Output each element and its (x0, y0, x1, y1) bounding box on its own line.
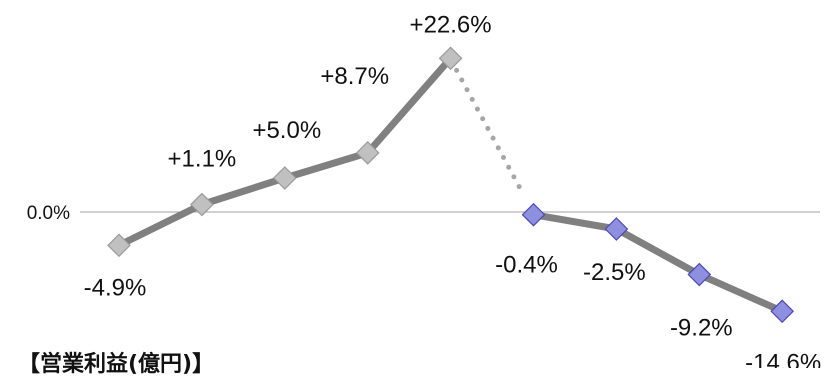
data-label-9: -14.6% (745, 349, 821, 368)
data-label-3: +5.0% (252, 117, 321, 144)
series-2-marker-9 (770, 299, 795, 324)
series-1-marker-2 (190, 192, 214, 217)
series-1-marker-1 (107, 233, 131, 258)
series-1-marker-4 (355, 140, 380, 165)
top-clipped-text (0, 0, 827, 8)
bottom-section-title: 【営業利益(億円)】 (18, 352, 215, 377)
connector-dotted-line (454, 67, 526, 198)
data-label-1: -4.9% (84, 274, 147, 301)
data-label-8: -9.2% (670, 315, 733, 342)
data-label-7: -2.5% (583, 259, 646, 286)
series-2-marker-7 (604, 217, 629, 241)
baseline-label: 0.0% (27, 203, 70, 224)
data-label-2: +1.1% (168, 146, 237, 173)
data-label-4: +8.7% (320, 63, 389, 90)
series-2-marker-6 (521, 202, 546, 227)
data-label-6: -0.4% (495, 252, 558, 279)
series-1-marker-5 (438, 46, 463, 71)
series-2-marker-8 (687, 262, 712, 287)
data-label-5: +22.6% (410, 11, 492, 38)
series-1-marker-3 (272, 166, 297, 190)
series-2-line (532, 211, 784, 315)
line-chart: 0.0% -4.9% +1.1% +5.0% +8.7% +22.6% -0.4% -2.5%… (27, 11, 822, 376)
